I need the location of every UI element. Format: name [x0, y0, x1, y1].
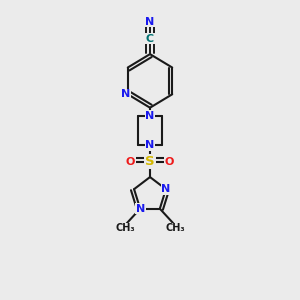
Text: CH₃: CH₃	[165, 224, 185, 233]
Text: N: N	[161, 184, 170, 194]
Text: N: N	[146, 140, 154, 150]
Text: N: N	[146, 111, 154, 121]
Text: O: O	[126, 157, 135, 166]
Text: N: N	[121, 89, 130, 99]
Text: CH₃: CH₃	[116, 224, 135, 233]
Text: S: S	[145, 155, 155, 168]
Text: N: N	[136, 204, 145, 214]
Text: N: N	[146, 17, 154, 27]
Text: C: C	[146, 34, 154, 44]
Text: O: O	[165, 157, 174, 166]
